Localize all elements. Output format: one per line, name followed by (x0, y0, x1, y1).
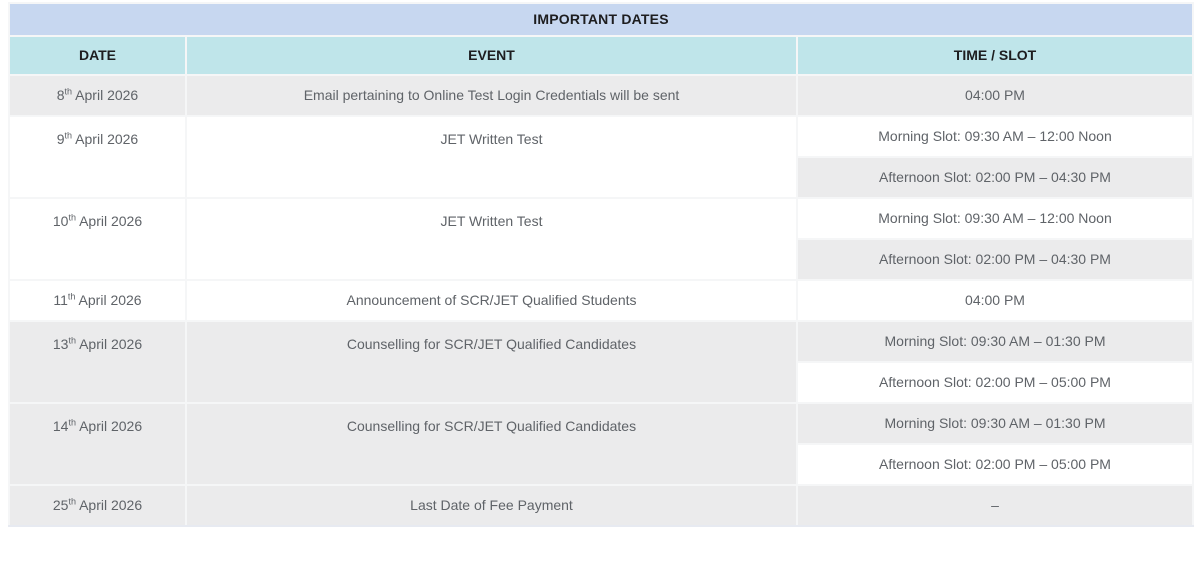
ordinal-suffix: th (67, 291, 76, 302)
column-header-event: EVENT (185, 35, 798, 76)
ordinal-suffix: th (64, 130, 73, 141)
column-header-row: DATE EVENT TIME / SLOT (8, 35, 1195, 76)
time-slot-cell: Morning Slot: 09:30 AM – 01:30 PM (795, 320, 1195, 363)
time-slot-cell: 04:00 PM (795, 279, 1195, 322)
table-row: Afternoon Slot: 02:00 PM – 04:30 PM (9, 238, 1195, 281)
table-row: Afternoon Slot: 02:00 PM – 04:30 PM (9, 156, 1195, 199)
date-cell: 11th April 2026 (8, 279, 187, 322)
ordinal-suffix: th (68, 496, 76, 507)
table-row: Afternoon Slot: 02:00 PM – 05:00 PM (9, 361, 1195, 404)
ordinal-suffix: th (68, 417, 76, 428)
event-cell: Counselling for SCR/JET Qualified Candid… (185, 320, 798, 404)
column-header-date: DATE (8, 35, 187, 76)
table-row: Afternoon Slot: 02:00 PM – 05:00 PM (9, 443, 1195, 486)
time-slot-cell: Afternoon Slot: 02:00 PM – 04:30 PM (795, 156, 1195, 199)
table-title-row: IMPORTANT DATES (7, 2, 1195, 37)
ordinal-suffix: th (68, 335, 76, 346)
table-row: 8th April 2026 Email pertaining to Online… (8, 74, 1195, 117)
time-slot-cell: Afternoon Slot: 02:00 PM – 05:00 PM (795, 443, 1195, 486)
table-row: 25th April 2026 Last Date of Fee Payment – (8, 484, 1195, 527)
page: IMPORTANT DATES DATE EVENT TIME / SLOT 8… (7, 2, 1195, 527)
time-slot-cell: Morning Slot: 09:30 AM – 01:30 PM (795, 402, 1195, 445)
important-dates-table: IMPORTANT DATES DATE EVENT TIME / SLOT 8… (7, 2, 1195, 527)
event-cell: Email pertaining to Online Test Login Cr… (185, 74, 798, 117)
table-row: 11th April 2026 Announcement of SCR/JET Q… (8, 279, 1195, 322)
ordinal-suffix: th (64, 86, 73, 97)
ordinal-suffix: th (68, 212, 76, 223)
column-header-time-slot: TIME / SLOT (795, 35, 1195, 76)
event-cell: Counselling for SCR/JET Qualified Candid… (185, 402, 798, 486)
date-cell: 10th April 2026 (8, 197, 187, 281)
event-cell: JET Written Test (185, 115, 798, 199)
table-title: IMPORTANT DATES (7, 2, 1195, 37)
date-cell: 25th April 2026 (8, 484, 187, 527)
time-slot-cell: – (795, 484, 1195, 527)
table-row: 10th April 2026 JET Written Test Morning S… (8, 197, 1195, 281)
event-cell: Last Date of Fee Payment (185, 484, 798, 527)
table-body: 8th April 2026 Email pertaining to Online… (8, 74, 1195, 527)
date-cell: 9th April 2026 (8, 115, 187, 199)
time-slot-cell: Morning Slot: 09:30 AM – 12:00 Noon (795, 197, 1195, 240)
time-slot-cell: Afternoon Slot: 02:00 PM – 05:00 PM (795, 361, 1195, 404)
table-row: 14th April 2026 Counselling for SCR/JET Q… (8, 402, 1195, 486)
date-cell: 14th April 2026 (8, 402, 187, 486)
time-slot-cell: Afternoon Slot: 02:00 PM – 04:30 PM (795, 238, 1195, 281)
event-cell: JET Written Test (185, 197, 798, 281)
table-row: 9th April 2026 JET Written Test Morning Sl… (8, 115, 1195, 199)
table-row: 13th April 2026 Counselling for SCR/JET Q… (8, 320, 1195, 404)
date-cell: 8th April 2026 (8, 74, 187, 117)
time-slot-cell: Morning Slot: 09:30 AM – 12:00 Noon (795, 115, 1195, 158)
date-cell: 13th April 2026 (8, 320, 187, 404)
event-cell: Announcement of SCR/JET Qualified Studen… (185, 279, 798, 322)
time-slot-cell: 04:00 PM (795, 74, 1195, 117)
